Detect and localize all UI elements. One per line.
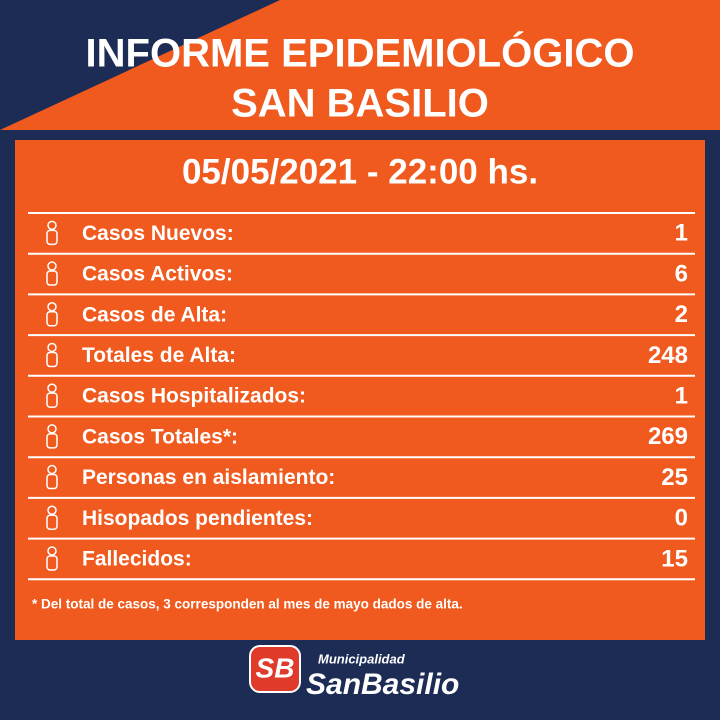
row-icon xyxy=(46,351,58,368)
logo: SB Municipalidad SanBasilio xyxy=(249,645,459,701)
logo-badge xyxy=(249,645,301,693)
date: 05/05/2021 - 22:00 hs. xyxy=(182,152,538,191)
logo-badge-text: SB xyxy=(256,652,295,683)
logo-top: Municipalidad xyxy=(318,651,406,666)
row-label: Casos Hospitalizados: xyxy=(82,385,306,408)
row-icon xyxy=(46,514,58,530)
row-value: 25 xyxy=(661,464,688,491)
row-value: 2 xyxy=(675,301,688,328)
row-icon xyxy=(47,302,57,312)
row-icon xyxy=(47,342,57,353)
row-value: 15 xyxy=(661,545,688,572)
row-icon xyxy=(46,433,58,449)
row-label: Fallecidos: xyxy=(82,547,192,570)
title-line: INFORME EPIDEMIOLÓGICO xyxy=(86,30,635,76)
row-icon xyxy=(47,220,57,231)
row-label: Casos Activos: xyxy=(82,263,233,286)
row-icon xyxy=(46,555,58,571)
row-value: 269 xyxy=(648,423,688,450)
row-icon xyxy=(46,311,58,327)
title-line: SAN BASILIO xyxy=(231,82,489,126)
row-icon xyxy=(47,546,57,556)
row-label: Totales de Alta: xyxy=(82,344,236,367)
row-icon xyxy=(46,473,58,490)
row-value: 248 xyxy=(648,342,688,369)
rows: Casos Nuevos: 1 Casos Activos: 6 Casos de Al… xyxy=(28,212,695,581)
row-icon xyxy=(46,270,58,286)
row-icon xyxy=(46,229,58,246)
row-value: 1 xyxy=(675,382,688,409)
row-label: Casos Totales*: xyxy=(82,425,238,448)
row-icon xyxy=(46,392,58,408)
panel xyxy=(15,140,705,640)
row-label: Casos Nuevos: xyxy=(82,222,234,245)
row-icon xyxy=(47,261,57,271)
row-icon xyxy=(47,383,57,393)
row-label: Casos de Alta: xyxy=(82,303,227,326)
row-value: 1 xyxy=(675,220,688,247)
footnote: * Del total de casos, 3 corresponden al … xyxy=(32,597,463,612)
row-label: Hisopados pendientes: xyxy=(82,507,313,530)
row-value: 6 xyxy=(675,260,688,287)
header-band xyxy=(0,0,720,130)
row-icon xyxy=(47,424,57,434)
row-value: 0 xyxy=(675,505,688,532)
logo-name: SanBasilio xyxy=(306,668,459,701)
row-icon xyxy=(47,464,57,475)
row-label: Personas en aislamiento: xyxy=(82,466,335,489)
row-icon xyxy=(47,505,57,515)
